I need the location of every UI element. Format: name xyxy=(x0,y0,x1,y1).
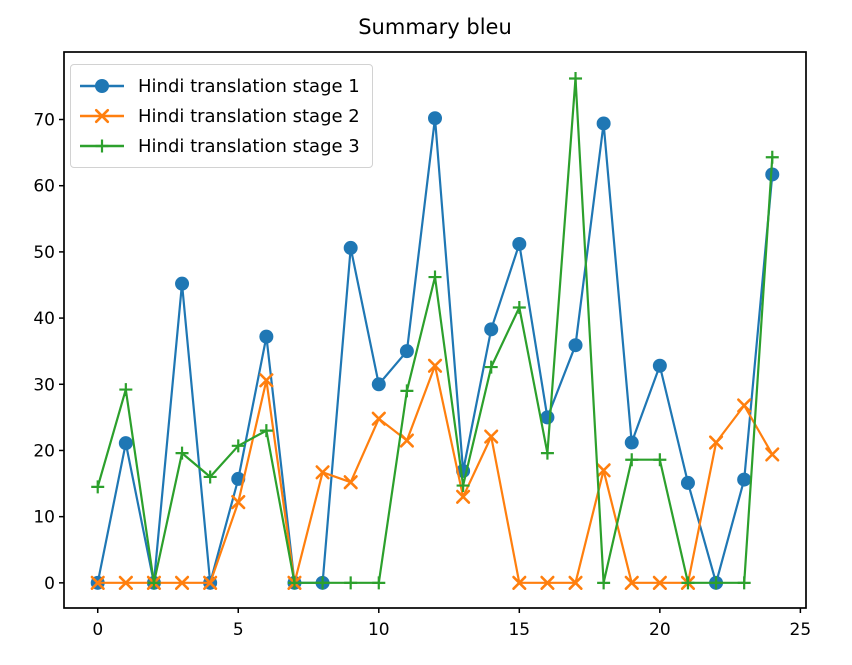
series-3-point-plus-icon xyxy=(484,360,498,374)
series-3-group xyxy=(91,71,779,590)
y-axis-tick-label: 70 xyxy=(33,111,55,131)
series-1-point-circle-icon xyxy=(371,377,386,392)
legend-item: Hindi translation stage 1 xyxy=(79,71,360,101)
series-3-point-plus-icon xyxy=(147,576,161,590)
legend-label: Hindi translation stage 1 xyxy=(138,75,360,97)
series-2-point-x-icon xyxy=(765,447,780,462)
chart-title: Summary bleu xyxy=(358,15,512,39)
legend-label: Hindi translation stage 2 xyxy=(138,105,360,127)
legend: Hindi translation stage 1 Hindi translati… xyxy=(70,64,373,168)
series-2-point-x-icon xyxy=(512,575,527,590)
series-1-point-circle-icon xyxy=(512,236,527,251)
series-2-point-x-icon xyxy=(456,489,471,504)
series-2-point-x-icon xyxy=(371,411,386,426)
series-2-point-x-icon xyxy=(624,575,639,590)
series-2-point-x-icon xyxy=(596,463,611,478)
series-2-point-x-icon xyxy=(484,429,499,444)
series-2-point-x-icon xyxy=(708,435,724,450)
legend-item: Hindi translation stage 3 xyxy=(79,131,360,161)
legend-label: Hindi translation stage 3 xyxy=(138,135,360,157)
series-2-point-x-icon xyxy=(399,433,414,448)
series-2-point-x-icon xyxy=(315,465,330,480)
series-3-point-plus-icon xyxy=(512,300,526,314)
series-3-point-plus-icon xyxy=(569,71,583,85)
series-2-point-x-icon xyxy=(540,575,555,590)
series-3-point-plus-icon xyxy=(259,424,273,438)
x-axis-tick-label: 5 xyxy=(233,620,244,640)
series-2-point-x-icon xyxy=(174,575,190,590)
series-1-point-circle-icon xyxy=(175,276,190,291)
series-3-point-plus-icon xyxy=(316,576,330,590)
series-1-point-circle-icon xyxy=(652,358,667,373)
y-axis-tick-label: 40 xyxy=(33,309,55,329)
series-3-point-plus-icon xyxy=(709,576,723,590)
series-1-point-circle-icon xyxy=(399,344,414,359)
series-2-point-x-icon xyxy=(259,373,274,388)
series-3-point-plus-icon xyxy=(653,453,667,467)
series-1-group xyxy=(90,111,780,590)
legend-circle-marker-icon xyxy=(80,79,124,93)
series-2-point-x-icon xyxy=(652,575,667,590)
plot-frame xyxy=(63,51,807,609)
series-3-point-plus-icon xyxy=(681,576,695,590)
series-3-point-plus-icon xyxy=(625,453,639,467)
x-axis-tick-label: 10 xyxy=(368,620,390,640)
series-1-point-circle-icon xyxy=(765,167,780,182)
series-3-point-plus-icon xyxy=(372,576,386,590)
series-3-point-plus-icon xyxy=(119,383,133,397)
series-2-point-x-icon xyxy=(343,475,358,490)
legend-item: Hindi translation stage 2 xyxy=(79,101,360,131)
x-axis-tick-label: 15 xyxy=(508,620,530,640)
series-1-point-circle-icon xyxy=(737,472,752,487)
legend-marker-glyph-icon xyxy=(95,139,109,153)
legend-marker-glyph-icon xyxy=(94,108,110,124)
series-2-point-x-icon xyxy=(427,358,443,373)
series-2-point-x-icon xyxy=(231,494,246,510)
series-3-point-plus-icon xyxy=(765,150,779,164)
series-3-point-plus-icon xyxy=(91,480,105,494)
series-1-point-circle-icon xyxy=(624,435,639,450)
series-3-point-plus-icon xyxy=(737,576,751,590)
series-1-point-circle-icon xyxy=(428,111,442,126)
series-2-point-x-icon xyxy=(90,575,105,590)
series-3-point-plus-icon xyxy=(287,576,301,590)
y-axis-tick-label: 10 xyxy=(33,508,55,528)
y-axis-tick-label: 60 xyxy=(33,177,55,197)
series-3-point-plus-icon xyxy=(175,446,189,460)
series-2-point-x-icon xyxy=(203,575,218,590)
series-3-point-plus-icon xyxy=(597,576,611,590)
legend-plus-marker-icon xyxy=(80,139,124,153)
legend-x-marker-icon xyxy=(80,108,124,124)
y-axis-tick-label: 30 xyxy=(33,375,55,395)
x-axis-tick-label: 20 xyxy=(649,620,671,640)
series-3-point-plus-icon xyxy=(231,439,245,453)
series-2-point-x-icon xyxy=(568,575,583,590)
y-axis-tick-label: 20 xyxy=(33,441,55,461)
series-3-point-plus-icon xyxy=(344,576,358,590)
y-axis-tick-label: 0 xyxy=(44,574,55,594)
series-3-point-plus-icon xyxy=(540,446,554,460)
series-1-point-circle-icon xyxy=(259,329,274,344)
series-1-point-circle-icon xyxy=(343,240,358,255)
series-2-point-x-icon xyxy=(737,398,752,413)
x-axis-tick-label: 25 xyxy=(790,620,812,640)
y-axis-tick-label: 50 xyxy=(33,243,55,263)
x-axis-tick-label: 0 xyxy=(92,620,103,640)
series-2-point-x-icon xyxy=(118,575,133,590)
series-3-point-plus-icon xyxy=(400,384,414,398)
series-1-point-circle-icon xyxy=(118,436,133,451)
series-1-point-circle-icon xyxy=(596,116,611,131)
series-1-point-circle-icon xyxy=(680,475,695,490)
series-1-point-circle-icon xyxy=(568,338,583,353)
series-3-point-plus-icon xyxy=(428,270,442,284)
series-2-group xyxy=(90,358,780,590)
legend-marker-glyph-icon xyxy=(95,79,109,93)
series-3-point-plus-icon xyxy=(203,470,217,484)
series-3-point-plus-icon xyxy=(456,479,470,493)
series-1-point-circle-icon xyxy=(484,322,499,337)
